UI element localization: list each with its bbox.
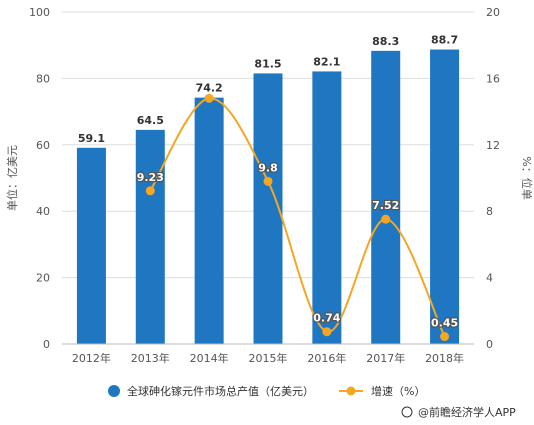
y2-tick-label: 8 xyxy=(486,205,493,218)
x-tick-label: 2015年 xyxy=(249,351,288,365)
legend-line-label: 增速（%） xyxy=(371,384,425,398)
legend-bar-marker xyxy=(108,385,120,397)
bars xyxy=(76,49,460,345)
source-note: @前瞻经济学人APP xyxy=(401,405,516,419)
data-labels: 59.1 64.5 74.2 81.5 82.1 88.3 88.7 9.23 9.8 0.74 7… xyxy=(78,34,460,331)
bar-value-label: 88.3 xyxy=(372,35,399,48)
bar xyxy=(194,97,224,344)
x-tick-label: 2012年 xyxy=(72,351,111,365)
bar-value-label: 88.7 xyxy=(431,34,458,47)
growth-point xyxy=(145,186,155,196)
axes: 0 20 40 60 80 100 0 4 8 12 16 20 2012年 2013年 2014年 2015… xyxy=(29,6,500,365)
x-tick-label: 2018年 xyxy=(425,351,464,365)
x-tick-label: 2013年 xyxy=(131,351,170,365)
bar-value-label: 64.5 xyxy=(137,114,164,127)
growth-point xyxy=(263,176,273,186)
y-tick-label: 80 xyxy=(36,72,50,85)
legend-bar-label: 全球砷化镓元件市场总产值（亿美元） xyxy=(127,384,314,398)
x-tick-label: 2017年 xyxy=(366,351,405,365)
y2-tick-label: 12 xyxy=(486,139,500,152)
y2-tick-label: 4 xyxy=(486,272,493,285)
growth-line-path xyxy=(149,97,446,337)
growth-value-label: 7.52 xyxy=(372,199,399,212)
growth-value-label: 0.74 xyxy=(313,312,340,325)
source-label: @前瞻经济学人APP xyxy=(418,405,516,419)
legend: 全球砷化镓元件市场总产值（亿美元） 增速（%） xyxy=(108,384,425,398)
legend-line-dot xyxy=(346,386,356,396)
growth-point xyxy=(381,214,391,224)
copyright-icon xyxy=(401,406,413,418)
bar xyxy=(371,50,401,345)
x-tick-label: 2014年 xyxy=(190,351,229,365)
y2-tick-label: 16 xyxy=(486,72,500,85)
growth-value-label: 9.8 xyxy=(258,161,278,174)
y-tick-label: 0 xyxy=(43,338,50,351)
growth-point xyxy=(204,93,214,103)
growth-value-label: 9.23 xyxy=(137,171,164,184)
bar xyxy=(430,49,460,345)
y-tick-label: 60 xyxy=(36,139,50,152)
bar-value-label: 59.1 xyxy=(78,132,105,145)
bar xyxy=(312,71,342,344)
y-tick-label: 100 xyxy=(29,6,50,19)
growth-line xyxy=(145,93,450,342)
growth-point xyxy=(440,332,450,342)
bar xyxy=(76,147,106,344)
y2-axis-title: %：位单 xyxy=(520,156,534,199)
bar xyxy=(135,129,165,344)
bar-value-label: 82.1 xyxy=(313,55,340,68)
y2-tick-label: 20 xyxy=(486,6,500,19)
y-axis-title: 单位：亿美元 xyxy=(5,145,19,211)
bar-value-label: 74.2 xyxy=(196,82,223,95)
x-tick-label: 2016年 xyxy=(307,351,346,365)
bar-value-label: 81.5 xyxy=(254,57,281,70)
y-tick-label: 40 xyxy=(36,205,50,218)
growth-point xyxy=(322,327,332,337)
y2-tick-label: 0 xyxy=(486,338,493,351)
growth-value-label: 0.45 xyxy=(431,317,458,330)
y-tick-label: 20 xyxy=(36,272,50,285)
